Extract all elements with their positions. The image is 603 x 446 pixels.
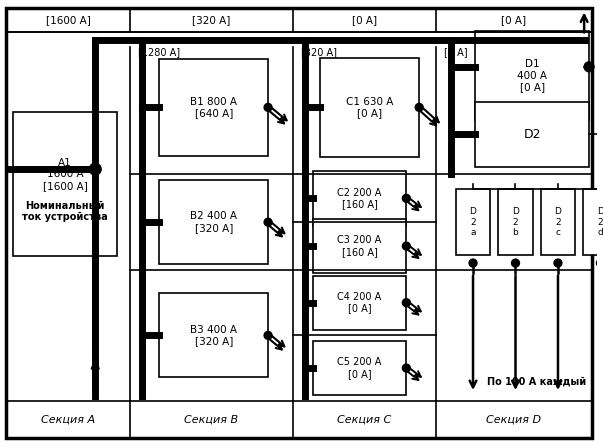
Text: Номинальный
ток устройства: Номинальный ток устройства <box>22 201 108 223</box>
Text: D
2
d: D 2 d <box>597 207 603 237</box>
Circle shape <box>584 62 594 72</box>
Bar <box>498 189 533 255</box>
Text: [0 А]: [0 А] <box>502 15 526 25</box>
Text: [0 А]: [0 А] <box>444 47 467 57</box>
Text: [320 А]: [320 А] <box>192 15 230 25</box>
Text: [0 А]: [0 А] <box>352 15 377 25</box>
Bar <box>312 341 406 395</box>
Bar <box>541 189 575 255</box>
Circle shape <box>89 163 101 175</box>
Bar <box>159 293 268 377</box>
Circle shape <box>264 218 272 226</box>
Bar <box>312 219 406 273</box>
Circle shape <box>402 194 410 202</box>
Text: D2: D2 <box>523 128 541 141</box>
Bar <box>13 112 117 256</box>
Circle shape <box>402 299 410 306</box>
Text: C3 200 А
[160 А]: C3 200 А [160 А] <box>337 235 382 257</box>
Text: C4 200 А
[0 А]: C4 200 А [0 А] <box>337 292 382 314</box>
Circle shape <box>264 331 272 339</box>
Text: Секция A: Секция A <box>41 414 95 425</box>
Text: [1600 А]: [1600 А] <box>46 15 90 25</box>
Circle shape <box>554 259 562 267</box>
Text: [320 А]: [320 А] <box>301 47 336 57</box>
Bar <box>456 189 490 255</box>
Text: B1 800 А
[640 А]: B1 800 А [640 А] <box>191 97 237 118</box>
Circle shape <box>402 242 410 250</box>
Text: C5 200 А
[0 А]: C5 200 А [0 А] <box>337 357 382 379</box>
Text: Секция C: Секция C <box>337 414 391 425</box>
Bar <box>320 58 419 157</box>
Bar <box>476 31 589 120</box>
Text: Секция D: Секция D <box>487 414 541 425</box>
Bar <box>159 59 268 156</box>
Text: A1
1600 А
[1600 А]: A1 1600 А [1600 А] <box>43 157 87 191</box>
Bar <box>583 189 603 255</box>
Text: D
2
b: D 2 b <box>512 207 519 237</box>
Circle shape <box>469 259 477 267</box>
Circle shape <box>415 103 423 112</box>
Bar <box>312 171 406 226</box>
Circle shape <box>511 259 519 267</box>
Text: D
2
c: D 2 c <box>555 207 561 237</box>
Bar <box>159 180 268 264</box>
Circle shape <box>402 364 410 372</box>
Text: B3 400 А
[320 А]: B3 400 А [320 А] <box>191 325 237 346</box>
Bar <box>476 103 589 167</box>
Text: C1 630 А
[0 А]: C1 630 А [0 А] <box>346 97 394 118</box>
Circle shape <box>596 259 603 267</box>
Circle shape <box>264 103 272 112</box>
Text: D
2
a: D 2 a <box>470 207 476 237</box>
Text: По 100 А каждый: По 100 А каждый <box>487 376 586 386</box>
Bar <box>312 276 406 330</box>
Text: C2 200 А
[160 А]: C2 200 А [160 А] <box>337 188 382 209</box>
Text: D1
400 А
[0 А]: D1 400 А [0 А] <box>517 59 548 92</box>
Text: B2 400 А
[320 А]: B2 400 А [320 А] <box>191 211 237 233</box>
Text: [1280 А]: [1280 А] <box>137 47 180 57</box>
Text: Секция B: Секция B <box>185 414 238 425</box>
